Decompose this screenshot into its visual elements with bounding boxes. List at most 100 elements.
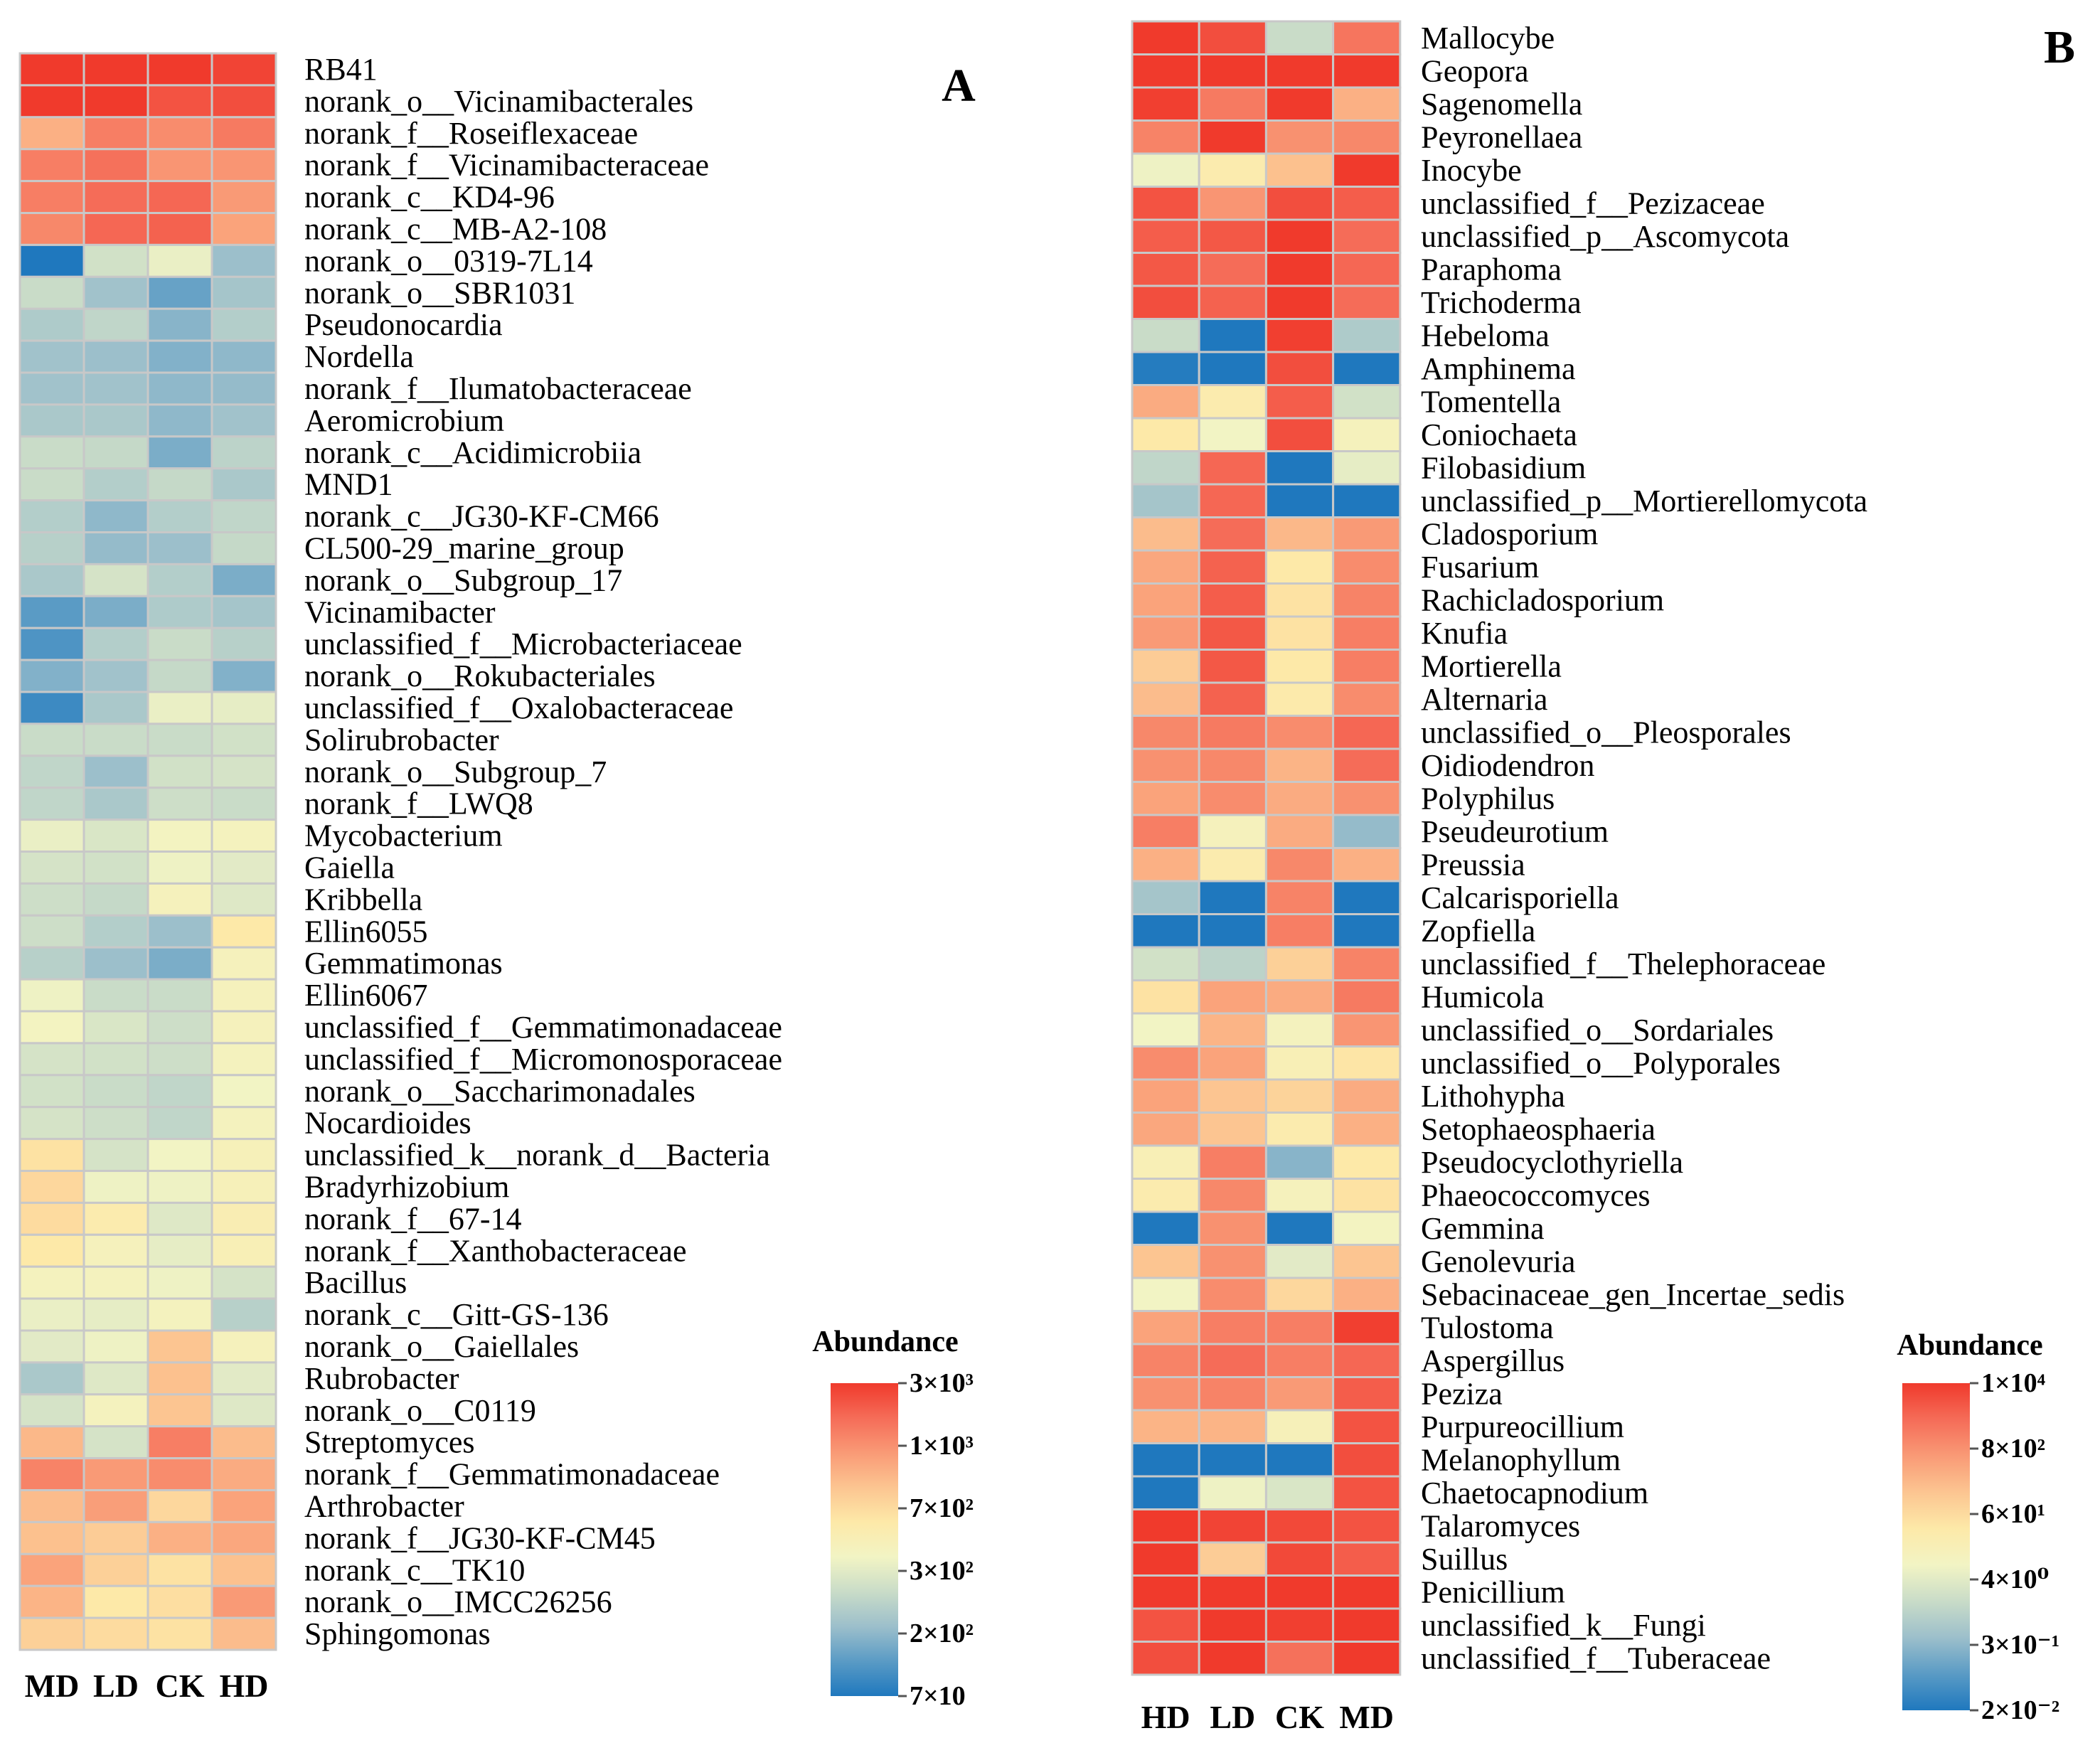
heatmap-cell	[1332, 1541, 1402, 1577]
heatmap-cell	[1131, 1045, 1200, 1081]
heatmap-cell	[82, 1106, 149, 1141]
heatmap-cell	[210, 1584, 277, 1619]
heatmap-cell	[18, 723, 85, 757]
heatmap-cell	[1332, 1276, 1402, 1312]
legend-title: Abundance	[812, 1326, 958, 1358]
heatmap-cell	[1131, 1641, 1200, 1676]
row-label: Trichoderma	[1421, 285, 1582, 320]
heatmap-cell	[18, 1042, 85, 1077]
row-label: unclassified_p__Ascomycota	[1421, 219, 1789, 254]
heatmap-cell	[1198, 1045, 1267, 1081]
heatmap-cell	[1332, 847, 1402, 883]
row-label: Nocardioides	[304, 1106, 471, 1141]
heatmap-cell	[1332, 1178, 1402, 1213]
heatmap-cell	[82, 978, 149, 1013]
heatmap-cell	[1332, 1310, 1402, 1345]
heatmap-cell	[1264, 1541, 1335, 1577]
row-label: norank_o__Subgroup_17	[304, 563, 622, 597]
heatmap-cell	[210, 1297, 277, 1332]
heatmap-cell	[1264, 715, 1335, 750]
heatmap-cell	[1198, 1508, 1267, 1544]
heatmap-cell	[146, 1074, 213, 1109]
heatmap-cell	[146, 1520, 213, 1555]
heatmap-cell	[1198, 946, 1267, 981]
heatmap-cell	[1198, 1210, 1267, 1246]
legend-tick-label: 1×10³	[910, 1431, 974, 1461]
heatmap-cell	[1332, 218, 1402, 254]
heatmap-cell	[1198, 516, 1267, 552]
row-label: norank_f__Gemmatimonadaceae	[304, 1457, 720, 1492]
heatmap-cell	[1198, 450, 1267, 486]
heatmap-cell	[1332, 1343, 1402, 1378]
heatmap-cell	[18, 819, 85, 853]
heatmap-cell	[18, 1393, 85, 1428]
heatmap-cell	[82, 1074, 149, 1109]
heatmap-cell	[18, 787, 85, 821]
heatmap-cell	[1264, 417, 1335, 452]
heatmap-cell	[82, 339, 149, 374]
row-label: Bradyrhizobium	[304, 1169, 509, 1204]
heatmap-cell	[1332, 681, 1402, 717]
heatmap-cell	[1332, 152, 1402, 188]
heatmap-cell	[1264, 1409, 1335, 1444]
heatmap-cell	[1131, 152, 1200, 188]
heatmap-cell	[146, 499, 213, 533]
heatmap-cell	[1131, 814, 1200, 849]
heatmap-cell	[82, 627, 149, 661]
heatmap-cell	[1198, 1442, 1267, 1478]
heatmap-cell	[146, 275, 213, 310]
heatmap-cell	[82, 1489, 149, 1523]
heatmap-cell	[1131, 1607, 1200, 1643]
legend-tick-label: 3×10⁻¹	[1981, 1630, 2059, 1660]
heatmap-cell	[1264, 1442, 1335, 1478]
heatmap-cell	[1131, 318, 1200, 353]
row-label: Gemmina	[1421, 1211, 1545, 1246]
heatmap-cell	[18, 403, 85, 438]
heatmap-cell	[1332, 615, 1402, 651]
heatmap-cell	[1332, 1442, 1402, 1478]
row-label: Mortierella	[1421, 649, 1562, 683]
heatmap-cell	[146, 1201, 213, 1236]
heatmap-cell	[1264, 1178, 1335, 1213]
heatmap-cell	[1264, 1078, 1335, 1114]
heatmap-cell	[1264, 450, 1335, 486]
heatmap-cell	[1198, 1475, 1267, 1510]
heatmap-cell	[1131, 252, 1200, 287]
row-label: Tulostoma	[1421, 1310, 1554, 1345]
heatmap-cell	[1198, 252, 1267, 287]
heatmap-cell	[1198, 781, 1267, 816]
row-label: norank_f__67-14	[304, 1201, 522, 1236]
row-label: Sebacinaceae_gen_Incertae_sedis	[1421, 1277, 1845, 1312]
heatmap-cell	[1332, 1475, 1402, 1510]
row-label: norank_o__Gaiellales	[304, 1329, 579, 1364]
heatmap-cell	[1131, 582, 1200, 618]
heatmap-cell	[210, 84, 277, 119]
row-label: unclassified_f__Gemmatimonadaceae	[304, 1010, 782, 1045]
heatmap-cell	[1332, 483, 1402, 518]
heatmap-cell	[82, 148, 149, 183]
heatmap-cell	[146, 52, 213, 87]
heatmap-cell	[146, 787, 213, 821]
heatmap-cell	[1332, 450, 1402, 486]
row-label: Setophaeosphaeria	[1421, 1112, 1656, 1146]
heatmap-cell	[1264, 1343, 1335, 1378]
heatmap-cell	[18, 1584, 85, 1619]
row-label: norank_c__MB-A2-108	[304, 211, 607, 246]
heatmap-cell	[1198, 979, 1267, 1015]
heatmap-cell	[1332, 119, 1402, 155]
heatmap-cell	[1264, 1144, 1335, 1180]
row-label: CL500-29_marine_group	[304, 531, 624, 565]
heatmap-cell	[146, 1297, 213, 1332]
legend-colorbar	[1902, 1383, 1970, 1710]
heatmap-cell	[1198, 1310, 1267, 1345]
heatmap-cell	[18, 563, 85, 597]
heatmap-cell	[1198, 318, 1267, 353]
heatmap-cell	[1332, 1045, 1402, 1081]
heatmap-cell	[1332, 20, 1402, 55]
row-label: Suillus	[1421, 1542, 1508, 1577]
heatmap-cell	[1131, 715, 1200, 750]
row-label: norank_f__Ilumatobacteraceae	[304, 371, 692, 406]
heatmap-cell	[1131, 781, 1200, 816]
row-label: Talaromyces	[1421, 1508, 1580, 1543]
heatmap-cell	[1131, 1210, 1200, 1246]
